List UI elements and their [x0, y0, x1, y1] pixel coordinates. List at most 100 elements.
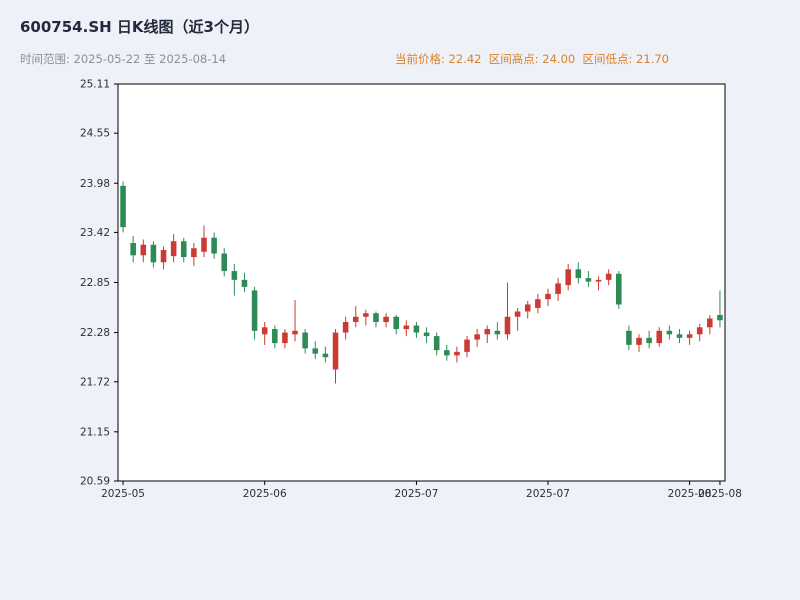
candle-body: [575, 269, 582, 279]
candle: [514, 307, 521, 331]
candle-body: [433, 336, 440, 351]
candle: [221, 248, 228, 277]
candle-body: [717, 314, 723, 321]
candle: [140, 239, 147, 263]
candle: [383, 313, 389, 328]
candle: [363, 309, 369, 326]
candle: [535, 293, 541, 314]
y-axis-tick-label: 20.59: [80, 476, 110, 488]
candle-body: [423, 332, 430, 337]
candle-body: [605, 273, 612, 280]
candle-body: [666, 330, 673, 335]
candle-body: [454, 351, 460, 356]
candle-body: [251, 290, 258, 331]
candle: [717, 290, 723, 328]
candle: [524, 300, 531, 319]
candle-body: [261, 327, 268, 335]
candle-body: [444, 350, 450, 356]
candle: [707, 314, 713, 335]
candle: [433, 332, 440, 356]
candle-body: [646, 337, 652, 344]
candle: [393, 314, 399, 335]
date-range-label: 时间范围: 2025-05-22 至 2025-08-14: [20, 52, 227, 66]
candle: [150, 241, 157, 268]
candle: [352, 306, 359, 328]
candle-body: [707, 318, 713, 328]
candle-body: [201, 237, 207, 252]
candle-body: [696, 327, 703, 335]
candle-body: [413, 325, 420, 333]
y-axis-tick-label: 22.28: [80, 327, 110, 339]
candle-body: [180, 241, 187, 258]
y-axis-tick-label: 25.11: [80, 79, 110, 91]
price-stats-label: 当前价格: 22.42 区间高点: 24.00 区间低点: 21.70: [395, 52, 669, 66]
candle: [575, 262, 582, 284]
candle-body: [170, 241, 177, 257]
candle: [130, 235, 136, 263]
candle-body: [484, 329, 491, 335]
candle: [423, 327, 430, 344]
candle-body: [464, 339, 470, 352]
x-axis-tick-label: 2025-08: [698, 488, 742, 500]
candle: [666, 325, 673, 340]
candle-body: [555, 283, 561, 294]
candle: [231, 264, 238, 296]
y-axis-tick-label: 21.15: [80, 426, 110, 438]
candle: [342, 316, 349, 340]
candle: [615, 271, 622, 309]
candle: [555, 278, 561, 301]
candle: [636, 334, 642, 352]
candle-body: [535, 299, 541, 308]
candle: [696, 323, 703, 342]
candle: [312, 341, 319, 359]
candle: [373, 311, 379, 328]
candle-body: [393, 316, 399, 330]
candle: [241, 272, 248, 293]
candle: [191, 242, 197, 266]
candle: [626, 325, 632, 351]
candle-body: [524, 304, 531, 312]
candle-body: [585, 278, 592, 282]
x-axis-tick-label: 2025-07: [526, 488, 570, 500]
candle-body: [342, 322, 349, 333]
candle: [464, 336, 470, 358]
candle-body: [474, 334, 480, 340]
candle-body: [656, 330, 663, 344]
candle: [292, 300, 298, 342]
x-axis-tick-label: 2025-06: [243, 488, 287, 500]
y-axis-tick-label: 24.55: [80, 128, 110, 140]
y-axis-tick-label: 22.85: [80, 277, 110, 289]
candle-body: [322, 353, 329, 358]
candle: [403, 320, 410, 337]
candle: [302, 329, 308, 354]
candle-body: [615, 273, 622, 305]
candle-body: [211, 237, 217, 254]
candle: [545, 288, 551, 307]
candle: [272, 325, 278, 349]
candle-body: [383, 316, 389, 323]
candle: [160, 246, 167, 270]
candle: [282, 329, 288, 349]
candle: [332, 329, 339, 384]
candle-body: [150, 244, 157, 263]
candle: [170, 234, 177, 263]
candle-body: [312, 348, 319, 354]
candle: [201, 225, 207, 258]
candle: [444, 344, 450, 361]
candle: [484, 325, 491, 344]
candle: [120, 181, 126, 233]
page-title: 600754.SH 日K线图（近3个月）: [20, 18, 259, 36]
candle: [686, 330, 693, 345]
candle-body: [120, 185, 126, 228]
candle: [413, 322, 420, 338]
y-axis-tick-label: 23.42: [80, 227, 110, 239]
candle: [211, 232, 217, 259]
candle-body: [595, 279, 602, 282]
candle-body: [241, 279, 248, 287]
candle: [656, 327, 663, 347]
candle-body: [221, 253, 228, 272]
candle-body: [676, 334, 683, 338]
y-axis-tick-label: 23.98: [80, 178, 110, 190]
candle-body: [545, 293, 551, 300]
